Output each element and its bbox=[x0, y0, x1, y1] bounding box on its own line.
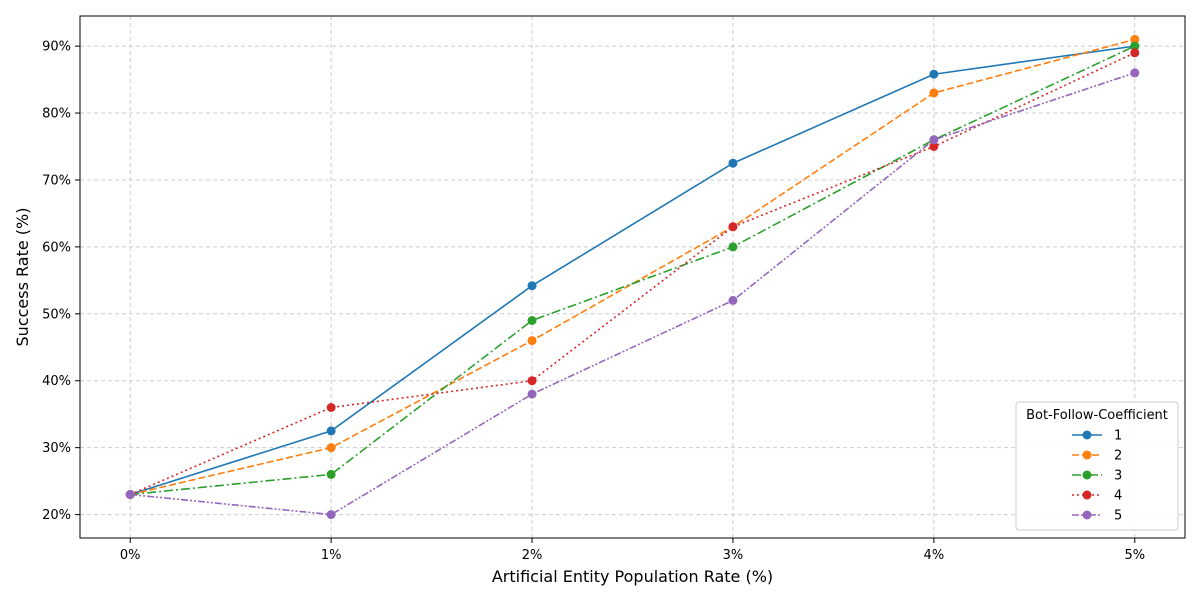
series-line bbox=[130, 72, 1136, 516]
series-line bbox=[129, 45, 1135, 496]
data-point bbox=[728, 222, 738, 232]
data-point bbox=[326, 510, 336, 520]
series-line bbox=[130, 45, 1136, 496]
series-2 bbox=[125, 34, 1140, 499]
data-point bbox=[326, 403, 336, 412]
legend-marker bbox=[1082, 510, 1092, 520]
legend-marker bbox=[1082, 490, 1092, 500]
data-point bbox=[527, 336, 537, 346]
series-layer bbox=[125, 34, 1140, 520]
data-point bbox=[326, 443, 336, 453]
legend-item: 2 bbox=[1072, 449, 1122, 464]
data-point bbox=[929, 88, 939, 98]
data-point bbox=[929, 69, 939, 79]
legend-marker bbox=[1082, 430, 1092, 440]
y-tick-label: 80% bbox=[42, 107, 71, 122]
data-point bbox=[125, 490, 135, 499]
legend-marker bbox=[1082, 450, 1092, 460]
legend-label: 1 bbox=[1114, 429, 1122, 444]
legend-label: 5 bbox=[1114, 509, 1122, 524]
data-point bbox=[1130, 34, 1140, 44]
y-axis: 20% 30% 40% 50% 60% 70% 80% 90% bbox=[42, 40, 80, 523]
legend-label: 4 bbox=[1114, 489, 1122, 504]
x-tick-label: 1% bbox=[321, 548, 342, 563]
legend-item: 1 bbox=[1072, 429, 1122, 444]
legend-marker bbox=[1082, 470, 1092, 480]
x-tick-label: 5% bbox=[1124, 548, 1145, 563]
y-tick-label: 20% bbox=[42, 508, 71, 523]
data-point bbox=[326, 469, 336, 479]
data-point bbox=[527, 281, 537, 291]
legend-item: 4 bbox=[1072, 489, 1122, 504]
data-point bbox=[1130, 48, 1140, 58]
y-tick-label: 30% bbox=[42, 441, 71, 456]
legend-box bbox=[1015, 401, 1179, 531]
data-point bbox=[527, 376, 537, 386]
legend-title: Bot-Follow-Coefficient bbox=[1026, 408, 1168, 423]
plot-frame bbox=[79, 15, 1186, 539]
x-tick-label: 3% bbox=[723, 548, 744, 563]
y-tick-label: 40% bbox=[42, 374, 71, 389]
series-5 bbox=[125, 68, 1140, 520]
data-point bbox=[1130, 41, 1140, 51]
data-point bbox=[929, 142, 939, 151]
series-line bbox=[130, 38, 1135, 496]
series-line bbox=[129, 52, 1136, 496]
y-tick-label: 60% bbox=[42, 240, 71, 255]
x-tick-label: 0% bbox=[120, 548, 141, 563]
grid bbox=[80, 16, 1185, 538]
data-point bbox=[728, 242, 738, 252]
legend-label: 2 bbox=[1114, 449, 1122, 464]
legend: Bot-Follow-Coefficient 1 2 3 4 5 bbox=[1015, 401, 1179, 531]
x-tick-label: 4% bbox=[924, 548, 945, 563]
data-point bbox=[929, 135, 939, 145]
y-axis-title: Success Rate (%) bbox=[13, 208, 32, 347]
series-4 bbox=[125, 48, 1140, 499]
data-point bbox=[326, 426, 336, 436]
y-tick-label: 50% bbox=[42, 307, 71, 322]
data-point bbox=[1130, 68, 1140, 78]
x-axis-title: Artificial Entity Population Rate (%) bbox=[492, 567, 773, 586]
x-axis: 0% 1% 2% 3% 4% 5% bbox=[120, 538, 1145, 563]
y-tick-label: 90% bbox=[42, 40, 71, 55]
y-tick-label: 70% bbox=[42, 173, 71, 188]
data-point bbox=[728, 158, 738, 168]
data-point bbox=[527, 389, 537, 399]
legend-item: 5 bbox=[1072, 509, 1122, 524]
data-point bbox=[527, 316, 537, 325]
data-point bbox=[728, 295, 738, 305]
legend-items: 1 2 3 4 5 bbox=[1072, 429, 1122, 524]
x-tick-label: 2% bbox=[522, 548, 543, 563]
legend-item: 3 bbox=[1072, 469, 1122, 484]
legend-label: 3 bbox=[1114, 469, 1122, 484]
